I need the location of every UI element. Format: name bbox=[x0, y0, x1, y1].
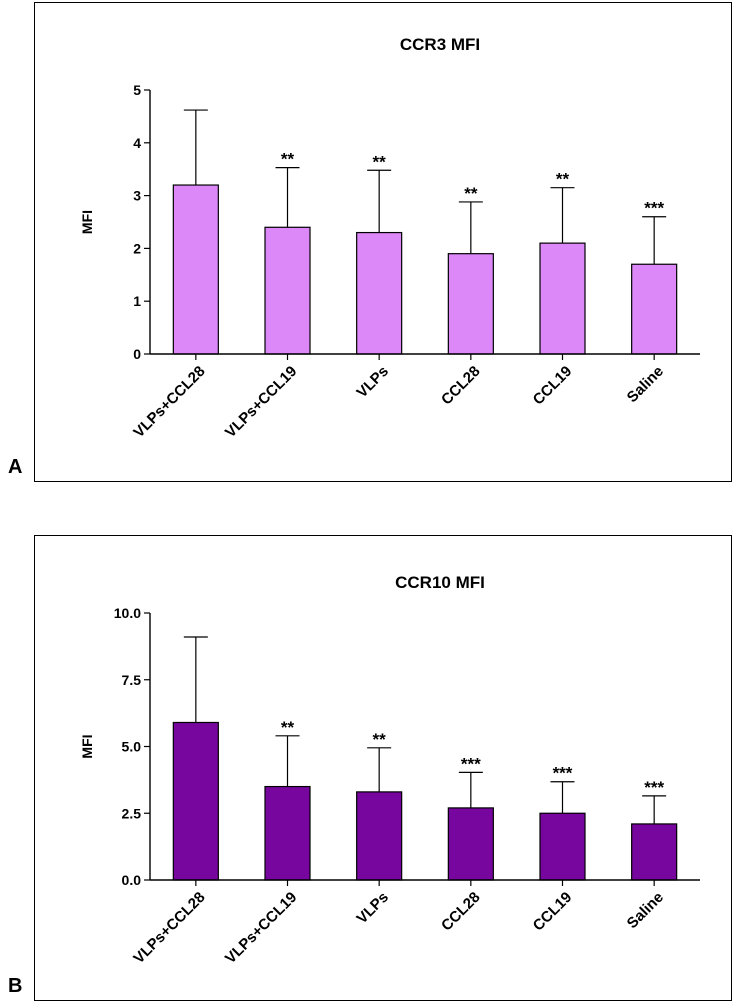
y-tick-label: 5 bbox=[133, 82, 141, 98]
significance-label: ** bbox=[281, 150, 295, 169]
x-tick-label: Saline bbox=[624, 363, 667, 406]
significance-label: ** bbox=[373, 730, 387, 749]
chart-panel-b: CCR10 MFI MFI VLPs+CCL28 ** VLPs+CCL19 ** VLPs… bbox=[34, 535, 732, 1001]
significance-label: *** bbox=[644, 199, 664, 218]
ccr3-mfi-chart: CCR3 MFI MFI VLPs+CCL28 ** VLPs+CCL19 ** VLPs *… bbox=[79, 35, 700, 441]
ccr10-mfi-chart: CCR10 MFI MFI VLPs+CCL28 ** VLPs+CCL19 ** VLPs… bbox=[79, 573, 700, 967]
x-tick-label: CCL28 bbox=[438, 889, 484, 935]
y-axis-label: MFI bbox=[79, 734, 95, 758]
significance-label: ** bbox=[373, 152, 387, 171]
bar bbox=[539, 812, 586, 881]
y-tick-label: 3 bbox=[133, 188, 141, 204]
significance-label: ** bbox=[556, 170, 570, 189]
panel-letter-a: A bbox=[8, 456, 23, 478]
x-tick-label: VLPs+CCL28 bbox=[130, 363, 208, 441]
x-tick-label: VLPs+CCL19 bbox=[222, 889, 300, 967]
chart-panel-a: CCR3 MFI MFI VLPs+CCL28 ** VLPs+CCL19 ** VLPs *… bbox=[34, 2, 732, 482]
chart-title: CCR3 MFI bbox=[400, 35, 480, 54]
y-tick-label: 0.0 bbox=[122, 872, 142, 888]
x-tick-label: VLPs+CCL19 bbox=[222, 363, 300, 441]
chart-title: CCR10 MFI bbox=[395, 573, 485, 592]
significance-label: ** bbox=[281, 718, 295, 737]
bar bbox=[631, 263, 678, 355]
x-tick-label: Saline bbox=[624, 889, 667, 932]
y-axis-label: MFI bbox=[79, 210, 95, 234]
significance-label: *** bbox=[553, 764, 573, 783]
bar bbox=[356, 791, 403, 881]
x-tick-label: VLPs bbox=[353, 889, 392, 928]
y-tick-label: 2.5 bbox=[122, 805, 142, 821]
y-tick-label: 5.0 bbox=[122, 739, 142, 755]
y-tick-label: 0 bbox=[133, 346, 141, 362]
bar bbox=[172, 184, 219, 355]
bar bbox=[539, 242, 586, 355]
x-tick-label: CCL19 bbox=[530, 363, 576, 409]
significance-label: *** bbox=[461, 754, 481, 773]
significance-label: ** bbox=[464, 184, 478, 203]
bar bbox=[264, 226, 311, 355]
bar bbox=[447, 807, 494, 881]
bar bbox=[356, 231, 403, 355]
x-tick-label: CCL19 bbox=[530, 889, 576, 935]
bar bbox=[447, 253, 494, 355]
bar bbox=[631, 823, 678, 881]
significance-label: *** bbox=[644, 778, 664, 797]
bar bbox=[172, 721, 219, 881]
y-tick-label: 2 bbox=[133, 240, 141, 256]
x-tick-label: CCL28 bbox=[438, 363, 484, 409]
y-tick-label: 7.5 bbox=[122, 672, 142, 688]
x-tick-label: VLPs+CCL28 bbox=[130, 889, 208, 967]
bar bbox=[264, 785, 311, 881]
panel-letter-b: B bbox=[8, 975, 23, 997]
y-tick-label: 10.0 bbox=[114, 605, 141, 621]
y-tick-label: 1 bbox=[133, 293, 141, 309]
y-tick-label: 4 bbox=[133, 135, 141, 151]
x-tick-label: VLPs bbox=[353, 363, 392, 402]
